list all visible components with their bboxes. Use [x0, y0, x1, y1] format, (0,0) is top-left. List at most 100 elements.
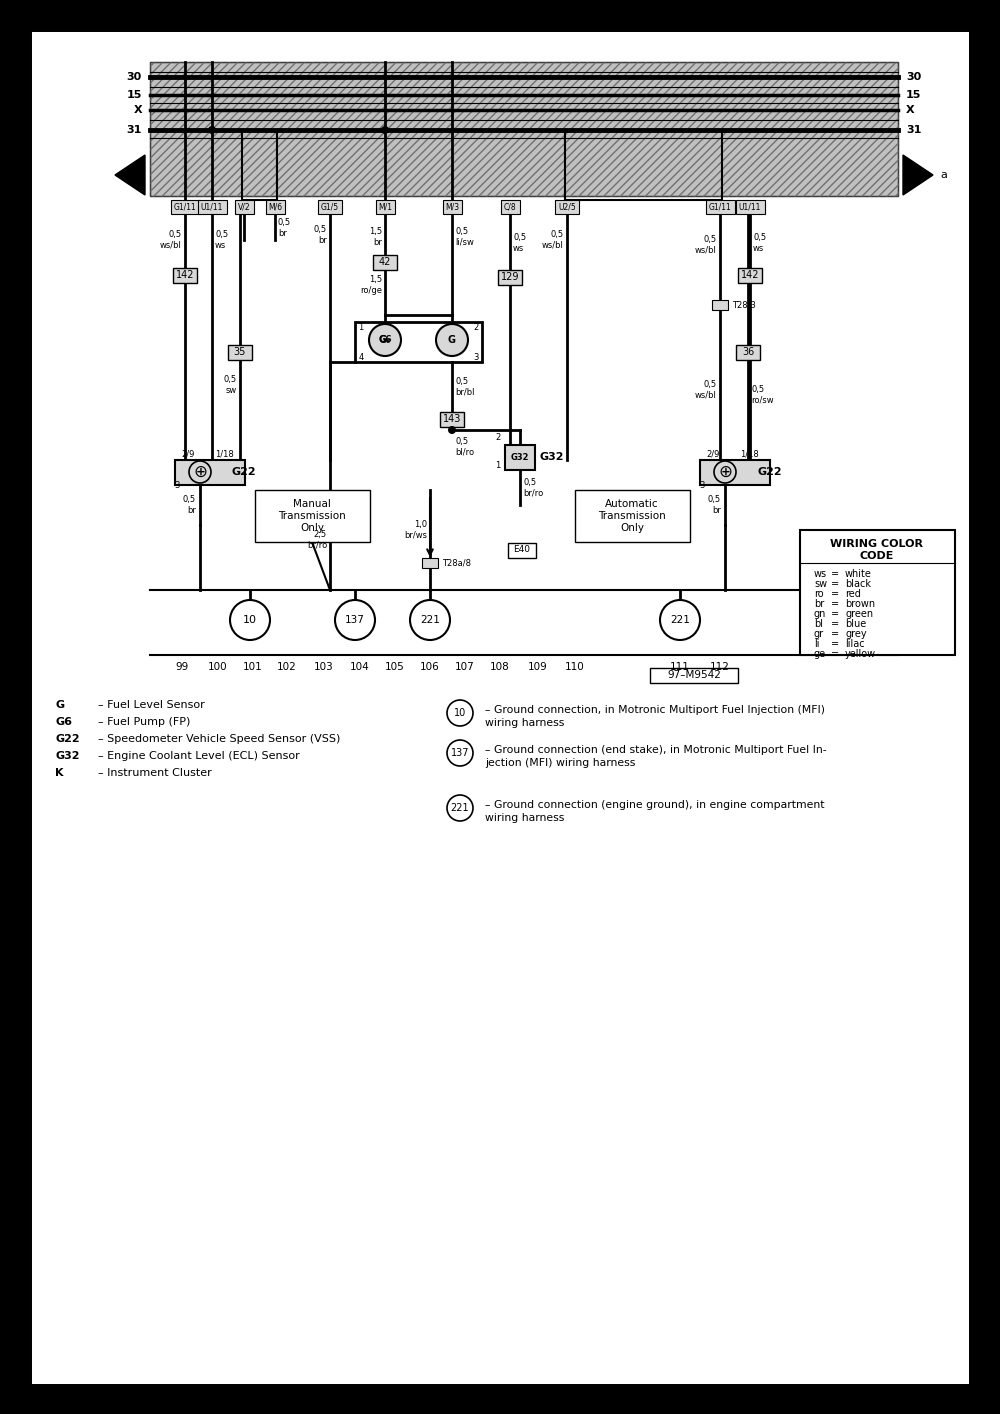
Text: 101: 101 — [243, 662, 263, 672]
Text: 30: 30 — [127, 72, 142, 82]
Polygon shape — [903, 156, 933, 195]
Text: 108: 108 — [490, 662, 510, 672]
Text: 112: 112 — [710, 662, 730, 672]
Text: 3: 3 — [699, 481, 705, 489]
Text: 2/9: 2/9 — [706, 450, 720, 458]
Text: 100: 100 — [208, 662, 228, 672]
Text: WIRING COLOR: WIRING COLOR — [830, 539, 924, 549]
Circle shape — [436, 324, 468, 356]
Text: 10: 10 — [243, 615, 257, 625]
Text: 15: 15 — [906, 90, 921, 100]
Text: 2/9: 2/9 — [181, 450, 195, 458]
Text: 1,5
ro/ge: 1,5 ro/ge — [360, 276, 382, 294]
Text: 221: 221 — [451, 803, 469, 813]
Bar — [150, 62, 898, 197]
Text: 221: 221 — [420, 615, 440, 625]
Text: 105: 105 — [385, 662, 405, 672]
Text: 0,5
br/ro: 0,5 br/ro — [523, 478, 543, 498]
Text: M/6: M/6 — [268, 202, 282, 212]
Bar — [355, 322, 482, 362]
Text: 1/18: 1/18 — [215, 450, 234, 458]
Bar — [235, 199, 254, 214]
Text: C/8: C/8 — [504, 202, 516, 212]
Bar — [228, 345, 252, 361]
Text: =: = — [831, 590, 839, 600]
Text: =: = — [831, 600, 839, 609]
Text: G22: G22 — [232, 467, 257, 477]
Text: U1/11: U1/11 — [739, 202, 761, 212]
Text: 2: 2 — [495, 433, 501, 441]
Text: brown: brown — [845, 600, 875, 609]
Text: 31: 31 — [127, 124, 142, 134]
Text: G: G — [448, 335, 456, 345]
Bar — [738, 269, 762, 283]
Text: red: red — [845, 590, 861, 600]
Bar — [422, 559, 438, 568]
Text: G: G — [55, 700, 64, 710]
Bar — [712, 300, 728, 310]
Text: G22: G22 — [757, 467, 782, 477]
Text: M/3: M/3 — [445, 202, 459, 212]
Text: G1/5: G1/5 — [321, 202, 339, 212]
Text: 0,5
br/bl: 0,5 br/bl — [455, 378, 475, 397]
Bar — [255, 491, 370, 542]
Text: K: K — [55, 768, 64, 778]
Bar — [650, 667, 738, 683]
Text: 15: 15 — [127, 90, 142, 100]
Bar — [242, 130, 277, 199]
Text: 0,5
ws/bl: 0,5 ws/bl — [160, 230, 182, 250]
Text: 1: 1 — [358, 322, 364, 331]
Text: U1/11: U1/11 — [201, 202, 223, 212]
Text: =: = — [831, 609, 839, 619]
Text: 142: 142 — [176, 270, 194, 280]
Circle shape — [448, 426, 456, 434]
Text: green: green — [845, 609, 873, 619]
Text: 142: 142 — [741, 270, 759, 280]
Text: ⊕: ⊕ — [193, 462, 207, 481]
Text: 110: 110 — [565, 662, 585, 672]
Text: G32: G32 — [511, 452, 529, 461]
Text: T28/3: T28/3 — [732, 301, 756, 310]
Bar — [800, 530, 955, 655]
Text: – Ground connection (end stake), in Motronic Multiport Fuel In-: – Ground connection (end stake), in Motr… — [485, 745, 827, 755]
Circle shape — [369, 324, 401, 356]
Text: G1/11: G1/11 — [174, 202, 196, 212]
Bar — [173, 269, 197, 283]
Text: 36: 36 — [742, 346, 754, 356]
Bar — [443, 199, 462, 214]
Text: – Fuel Pump (FP): – Fuel Pump (FP) — [98, 717, 190, 727]
Text: T28a/8: T28a/8 — [442, 559, 471, 567]
Bar — [555, 199, 579, 214]
Bar — [501, 199, 520, 214]
Text: Automatic
Transmission
Only: Automatic Transmission Only — [598, 499, 666, 533]
Bar — [150, 62, 898, 197]
Text: yellow: yellow — [845, 649, 876, 659]
Text: – Ground connection, in Motronic Multiport Fuel Injection (MFI): – Ground connection, in Motronic Multipo… — [485, 706, 825, 715]
Text: 0,5
ws/bl: 0,5 ws/bl — [542, 230, 564, 250]
Bar — [565, 130, 722, 199]
Text: ws: ws — [814, 568, 827, 578]
Text: – Instrument Cluster: – Instrument Cluster — [98, 768, 212, 778]
Text: li: li — [814, 639, 820, 649]
Text: 1,0
br/ws: 1,0 br/ws — [404, 520, 427, 540]
Text: G6: G6 — [378, 335, 392, 344]
Text: 0,5
br: 0,5 br — [708, 495, 721, 515]
Bar — [171, 199, 200, 214]
Text: ge: ge — [814, 649, 826, 659]
Bar — [198, 199, 227, 214]
Text: br: br — [814, 600, 824, 609]
Bar — [498, 270, 522, 286]
Text: =: = — [831, 639, 839, 649]
Text: =: = — [831, 629, 839, 639]
Text: 30: 30 — [906, 72, 921, 82]
Bar — [700, 460, 770, 485]
Text: 129: 129 — [501, 271, 519, 281]
Text: =: = — [831, 619, 839, 629]
Text: 4: 4 — [358, 352, 364, 362]
Bar — [266, 199, 285, 214]
Bar — [175, 460, 245, 485]
Circle shape — [208, 126, 216, 134]
Text: bl: bl — [814, 619, 823, 629]
Text: 1: 1 — [495, 461, 501, 469]
Text: 0,5
bl/ro: 0,5 bl/ro — [455, 437, 474, 457]
